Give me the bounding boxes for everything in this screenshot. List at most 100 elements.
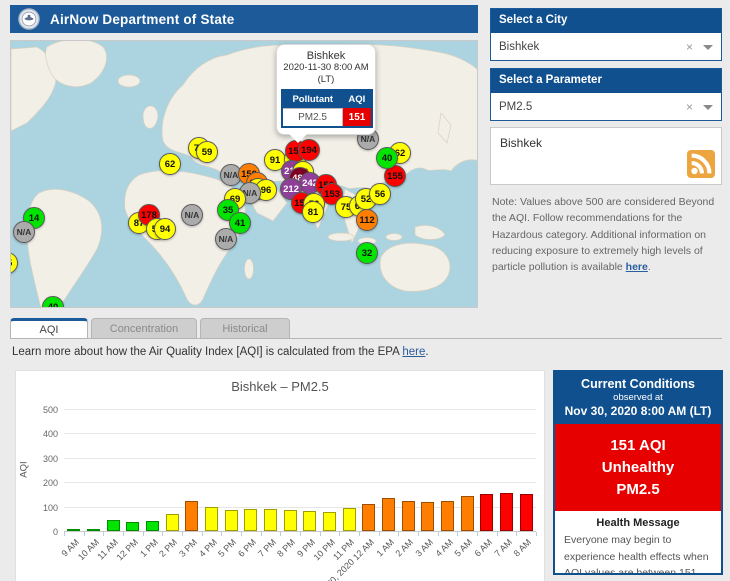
cc-timestamp: Nov 30, 2020 8:00 AM (LT) xyxy=(564,404,712,418)
x-axis-tick xyxy=(457,532,459,536)
x-axis-tick xyxy=(536,532,537,536)
parameter-dropdown-arrow-icon[interactable] xyxy=(703,105,713,115)
parameter-select-panel: Select a Parameter PM2.5 × xyxy=(490,68,722,121)
chart-bar[interactable] xyxy=(441,501,454,531)
map-marker[interactable]: 41 xyxy=(229,212,251,234)
health-message-title: Health Message xyxy=(596,517,680,530)
chart-bar[interactable] xyxy=(165,513,179,531)
note-here-link[interactable]: here xyxy=(625,261,648,274)
chart-bar[interactable] xyxy=(67,529,81,531)
feed-city-label: Bishkek xyxy=(500,136,543,150)
map-marker[interactable]: 112 xyxy=(356,209,378,231)
cc-title: Current Conditions xyxy=(581,377,695,391)
x-axis-tick xyxy=(280,532,282,536)
city-clear-icon[interactable]: × xyxy=(685,39,693,54)
popup-aqi-table: Pollutant AQI PM2.5 151 xyxy=(281,88,373,128)
map-marker[interactable]: N/A xyxy=(215,228,237,250)
x-axis-tick xyxy=(123,532,124,536)
rss-feed-icon[interactable] xyxy=(687,150,715,178)
y-axis-tick: 300 xyxy=(42,453,58,464)
popup-datetime: 2020-11-30 8:00 AM (LT) xyxy=(283,62,369,85)
x-axis-tick xyxy=(398,532,400,536)
aqi-bar-chart: Bishkek – PM2.5 0 100 200 300 400 500 AQI 9 AM 1… xyxy=(15,370,545,581)
x-axis-tick xyxy=(142,532,144,536)
map-marker[interactable]: 94 xyxy=(154,218,176,240)
gridline xyxy=(64,482,536,484)
chart-bar[interactable] xyxy=(244,509,258,531)
map-marker[interactable]: 62 xyxy=(159,153,181,175)
city-select[interactable]: Bishkek × xyxy=(491,33,721,60)
map-marker[interactable]: 32 xyxy=(356,242,378,264)
map-marker[interactable]: 194 xyxy=(298,139,320,161)
x-axis-tick xyxy=(103,532,105,536)
app-header: AirNow Department of State xyxy=(10,5,478,33)
aqi-note: Note: Values above 500 are considered Be… xyxy=(492,196,715,274)
y-axis-label: AQI xyxy=(18,461,30,478)
chart-bar[interactable] xyxy=(303,511,317,531)
cc-subtitle: observed at xyxy=(613,392,663,403)
map-marker[interactable]: 40 xyxy=(376,147,398,169)
x-axis-tick xyxy=(182,532,183,536)
x-axis-tick xyxy=(378,532,380,536)
learn-more-text: Learn more about how the Air Quality Ind… xyxy=(12,346,429,358)
city-select-panel: Select a City Bishkek × xyxy=(490,8,722,61)
city-select-value: Bishkek xyxy=(499,40,540,53)
epa-here-link[interactable]: here xyxy=(402,346,426,358)
chart-bar[interactable] xyxy=(519,494,533,531)
x-axis-tick xyxy=(241,532,242,536)
map-popup: Bishkek 2020-11-30 8:00 AM (LT) Pollutan… xyxy=(276,44,376,143)
chart-bar[interactable] xyxy=(264,509,277,531)
x-axis-tick xyxy=(477,532,478,536)
x-axis-tick xyxy=(83,532,85,536)
chart-bar[interactable] xyxy=(460,495,474,531)
x-axis-tick xyxy=(201,532,203,536)
map-marker[interactable]: 81 xyxy=(302,201,324,223)
chart-bar[interactable] xyxy=(185,501,199,531)
parameter-clear-icon[interactable]: × xyxy=(685,99,693,114)
map-marker[interactable]: N/A xyxy=(181,204,203,226)
chart-bar[interactable] xyxy=(126,521,140,531)
chart-bar[interactable] xyxy=(283,509,297,531)
popup-col-pollutant: Pollutant xyxy=(282,89,343,109)
map-marker[interactable]: 56 xyxy=(369,183,391,205)
chart-bar[interactable] xyxy=(323,511,336,531)
chart-bar[interactable] xyxy=(106,520,120,531)
x-axis-tick xyxy=(260,532,262,536)
cc-category: Unhealthy xyxy=(601,458,675,476)
x-axis-tick xyxy=(516,532,518,536)
cc-aqi-value: 151 AQI xyxy=(610,437,666,454)
chart-bar[interactable] xyxy=(224,510,238,531)
city-dropdown-arrow-icon[interactable] xyxy=(703,45,713,55)
chart-bar[interactable] xyxy=(146,520,159,531)
chart-bar[interactable] xyxy=(87,529,100,531)
x-axis-tick xyxy=(418,532,419,536)
tab-aqi[interactable]: AQI xyxy=(10,318,88,338)
tab-historical[interactable]: Historical xyxy=(200,318,290,338)
y-axis-tick: 400 xyxy=(42,429,58,440)
chart-bar[interactable] xyxy=(342,507,356,531)
chart-bar[interactable] xyxy=(205,506,218,531)
map-marker[interactable]: 59 xyxy=(196,141,218,163)
tabs-divider xyxy=(10,338,722,339)
page-title: AirNow Department of State xyxy=(50,11,235,27)
chart-bar[interactable] xyxy=(421,501,435,531)
x-axis-tick xyxy=(319,532,321,536)
gridline xyxy=(64,409,536,410)
cc-aqi-block: 151 AQI Unhealthy PM2.5 xyxy=(555,424,721,512)
x-axis-tick xyxy=(162,532,164,536)
chart-bar[interactable] xyxy=(382,497,395,531)
chart-bar[interactable] xyxy=(401,500,415,531)
x-axis-tick xyxy=(437,532,439,536)
tab-concentration[interactable]: Concentration xyxy=(91,318,197,338)
x-axis-tick xyxy=(359,532,360,536)
popup-col-aqi: AQI xyxy=(342,89,372,109)
tab-bar: AQI Concentration Historical xyxy=(10,318,290,338)
gridline xyxy=(64,457,536,459)
map-marker[interactable]: N/A xyxy=(13,221,35,243)
chart-bar[interactable] xyxy=(500,493,513,531)
parameter-select[interactable]: PM2.5 × xyxy=(491,93,721,120)
chart-bar[interactable] xyxy=(362,503,376,531)
chart-bar[interactable] xyxy=(480,493,494,531)
x-axis-tick xyxy=(300,532,301,536)
world-aqi-map[interactable]: 62795991N/A1501109896N/A6935418715119421… xyxy=(10,40,478,308)
